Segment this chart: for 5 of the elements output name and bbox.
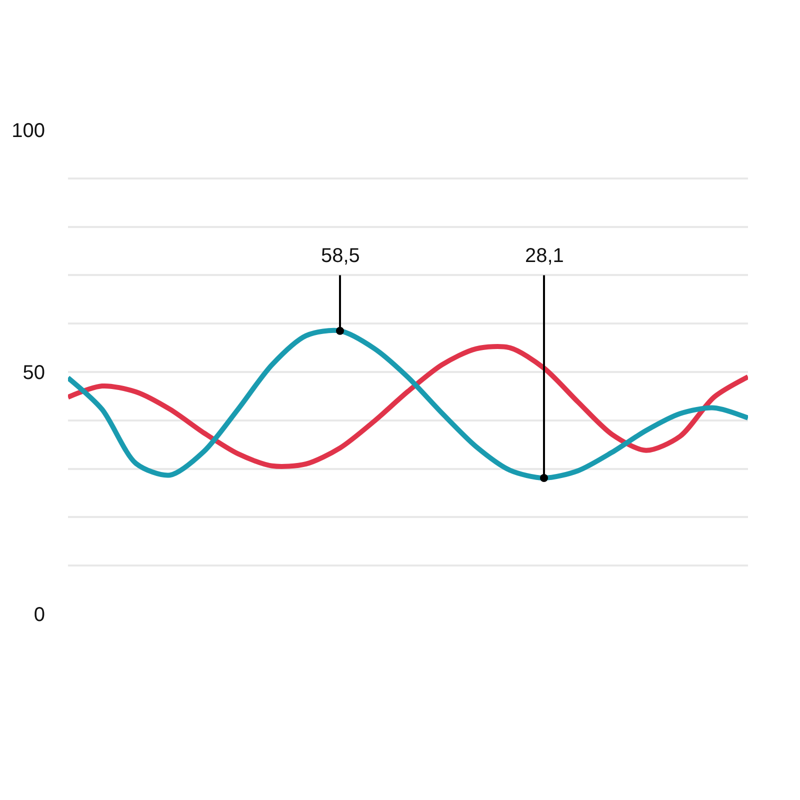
annotation: 58,5 [321, 245, 360, 267]
y-tick-label: 100 [12, 120, 45, 142]
annotation: 28,1 [525, 245, 564, 267]
y-tick-label: 0 [34, 604, 45, 626]
y-tick-label: 50 [22, 362, 45, 384]
